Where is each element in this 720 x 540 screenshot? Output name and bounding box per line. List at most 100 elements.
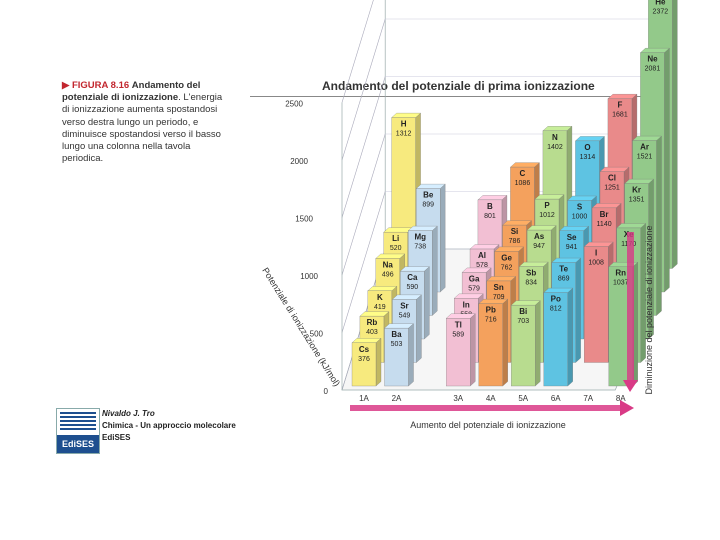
chart-title: Andamento del potenziale di prima ionizz…: [322, 79, 595, 93]
group-label: 6A: [551, 394, 561, 403]
publisher-logo: EdiSES: [56, 408, 100, 454]
bar-symbol-label: Si: [511, 227, 519, 236]
bar-front: [511, 305, 536, 387]
bar-value-label: 1314: [580, 154, 596, 161]
bar-symbol-label: Sn: [494, 283, 504, 292]
grid-line-side: [341, 191, 386, 333]
z-tick-label: 1000: [300, 272, 318, 281]
bar-top: [367, 286, 398, 291]
title-divider: [250, 96, 660, 97]
bar-side: [502, 298, 508, 387]
z-tick-label: 1500: [295, 215, 313, 224]
bar-value-label: 801: [484, 213, 496, 220]
grid-line-side: [341, 18, 386, 161]
logo-waves-icon: [60, 412, 96, 432]
bar-top: [453, 293, 484, 299]
bar-value-label: 549: [399, 312, 411, 319]
bar-front: [446, 318, 471, 387]
bar-top: [392, 294, 422, 300]
bar-Pb: Pb 716: [478, 298, 509, 387]
bar-top: [415, 183, 446, 189]
bar-value-label: 1008: [588, 260, 604, 267]
bar-value-label: 1312: [396, 131, 412, 138]
bar-value-label: 376: [358, 356, 370, 363]
bar-top: [486, 276, 517, 282]
group-label: 5A: [518, 394, 528, 403]
grid-line-side: [341, 0, 374, 103]
bar-top: [510, 162, 540, 168]
bar-symbol-label: Pb: [486, 306, 496, 315]
increase-arrow-bar: [350, 405, 620, 411]
bar-symbol-label: Rb: [367, 318, 378, 327]
bar-symbol-label: I: [595, 249, 597, 258]
bar-value-label: 589: [452, 331, 464, 338]
bar-top: [399, 266, 430, 272]
bar-value-label: 786: [509, 238, 521, 245]
bar-value-label: 1521: [637, 154, 653, 161]
bar-front: [351, 342, 377, 387]
bar-value-label: 1681: [612, 112, 628, 119]
bar-side: [375, 337, 382, 387]
bar-symbol-label: In: [463, 300, 470, 309]
increase-arrow-head: [620, 400, 634, 416]
bar-top: [575, 136, 605, 142]
bar-top: [478, 299, 509, 304]
bar-top: [375, 253, 406, 259]
bar-side: [416, 294, 422, 363]
bar-top: [518, 261, 549, 267]
bar-symbol-label: Li: [392, 234, 399, 243]
bar-value-label: 579: [468, 285, 480, 292]
bar-top: [616, 223, 647, 229]
bar-symbol-label: Po: [551, 295, 561, 304]
bar-value-label: 899: [422, 202, 434, 209]
bar-top: [583, 241, 614, 247]
bar-value-label: 762: [501, 264, 513, 271]
bar-top: [391, 112, 421, 118]
bar-symbol-label: Ba: [391, 330, 402, 339]
bar-side: [470, 313, 476, 387]
bar-top: [359, 311, 390, 317]
bar-top: [461, 267, 492, 273]
bar-top: [534, 194, 565, 200]
bar-symbol-label: Ca: [407, 273, 418, 282]
bar-top: [510, 300, 541, 306]
bar-value-label: 716: [485, 317, 497, 324]
bar-symbol-label: H: [401, 120, 407, 129]
figure-caption: ▶ FIGURA 8.16 Andamento del potenziale d…: [62, 80, 230, 165]
bar-symbol-label: Bi: [519, 307, 527, 316]
bar-front: [543, 292, 568, 387]
z-tick-label: 0: [324, 387, 329, 396]
bar-top: [607, 94, 638, 99]
bar-symbol-label: Be: [423, 191, 434, 200]
bar-top: [543, 287, 574, 293]
bar-symbol-label: Sr: [400, 301, 408, 310]
publisher-block: EdiSES Nivaldo J. Tro Chimica - Un appro…: [56, 408, 246, 454]
bar-symbol-label: Cs: [359, 345, 370, 354]
bar-side: [440, 183, 446, 293]
bar-side: [424, 266, 430, 340]
bar-symbol-label: Ga: [469, 274, 480, 283]
bar-top: [599, 166, 630, 172]
bar-symbol-label: Al: [478, 251, 486, 260]
bar-side: [656, 135, 662, 316]
bar-Po: Po 812: [543, 287, 574, 387]
bar-value-label: 1351: [629, 197, 645, 204]
bar-value-label: 941: [566, 244, 578, 251]
bar-symbol-label: C: [520, 169, 526, 178]
bar-symbol-label: Ne: [647, 55, 658, 64]
bar-side: [535, 300, 541, 387]
bar-symbol-label: As: [534, 232, 545, 241]
bar-side: [664, 47, 670, 293]
z-tick-label: 2500: [285, 100, 303, 109]
bar-Tl: Tl 589: [445, 313, 476, 387]
bar-value-label: 869: [558, 276, 570, 283]
bar-symbol-label: S: [577, 203, 583, 212]
bar-top: [567, 195, 597, 201]
bar-top: [384, 323, 414, 329]
bar-top: [502, 220, 532, 226]
bar-value-label: 2372: [653, 9, 669, 16]
bar-value-label: 947: [533, 243, 545, 250]
bar-value-label: 1012: [539, 212, 555, 219]
bar-value-label: 419: [374, 304, 386, 311]
